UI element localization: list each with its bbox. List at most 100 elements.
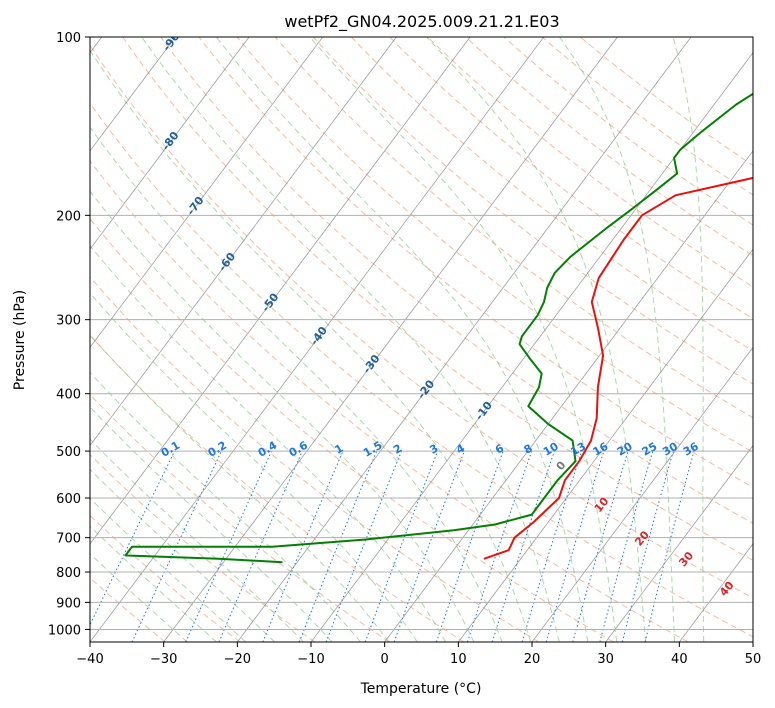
isotherm-line <box>90 37 250 250</box>
mixing-ratio-label: 0.6 <box>287 438 311 459</box>
isotherm-label: -30 <box>360 352 383 376</box>
isotherm-line <box>384 150 753 642</box>
x-axis: −40 −30 −20 −10 0 10 20 30 40 50 <box>76 642 761 667</box>
profile-series <box>124 92 753 564</box>
moist-adiabat-label: 40 <box>717 579 737 599</box>
mixing-ratio-line <box>545 450 605 642</box>
moist-adiabat <box>426 37 647 642</box>
moist-adiabat <box>90 406 333 642</box>
y-tick-label: 600 <box>56 492 81 507</box>
moist-adiabat <box>215 37 589 642</box>
x-tick-label: 40 <box>671 652 688 667</box>
isotherm-label: -40 <box>308 324 331 348</box>
isotherm-line <box>90 37 176 152</box>
mixing-ratio-label: 4 <box>454 441 467 456</box>
dry-adiabat <box>90 218 614 642</box>
moist-adiabat <box>90 292 418 642</box>
mixing-ratio-line <box>90 450 176 627</box>
dry-adiabat <box>389 37 753 320</box>
y-tick-label: 400 <box>56 388 81 403</box>
moist-adiabat <box>90 334 390 642</box>
mixing-ratio-label: 0.1 <box>159 439 182 460</box>
dry-adiabat <box>541 37 753 196</box>
mixing-ratio-line <box>621 450 674 642</box>
isotherm-label: -90 <box>160 30 183 54</box>
dry-adiabat <box>90 276 540 642</box>
mixing-ratio-line <box>572 450 629 642</box>
isotherm-line <box>163 37 618 642</box>
dry-adiabat <box>312 37 753 385</box>
reference-lines <box>90 37 753 642</box>
plot-frame <box>89 36 754 643</box>
moist-adiabat <box>90 371 361 642</box>
y-tick-label: 300 <box>56 314 81 329</box>
mixing-ratio-line <box>644 450 695 642</box>
isotherm-line <box>679 543 753 642</box>
moist-adiabat <box>90 190 475 642</box>
mixing-ratio-label: 1.5 <box>361 439 384 460</box>
dry-adiabat <box>90 102 753 638</box>
mixing-ratio-label: 6 <box>493 441 506 456</box>
dry-adiabat <box>90 393 390 642</box>
mixing-ratio-line <box>491 450 555 642</box>
isotherm-label: -100 <box>51 71 78 101</box>
moist-adiabat <box>90 126 503 642</box>
temperature-profile <box>483 176 753 560</box>
y-tick-label: 700 <box>56 532 81 547</box>
mixing-ratio-line <box>364 450 439 642</box>
dry-adiabat <box>236 37 753 453</box>
dry-adiabat <box>90 453 315 642</box>
isotherm-line <box>90 37 324 348</box>
mixing-ratio-label: 13 <box>568 440 588 459</box>
isotherm-label: -60 <box>216 250 239 274</box>
mixing-ratio-line <box>325 450 402 642</box>
moist-adiabat <box>90 525 217 642</box>
x-tick-label: 30 <box>597 652 614 667</box>
y-tick-label: 500 <box>56 445 81 460</box>
dry-adiabat <box>122 37 753 561</box>
x-tick-label: −10 <box>297 652 324 667</box>
mixing-ratio-line <box>298 450 378 642</box>
mixing-ratio-line <box>262 450 344 642</box>
isotherm-label: -50 <box>259 290 282 314</box>
isotherm-line <box>90 37 397 447</box>
mixing-ratio-line <box>218 450 303 642</box>
isotherm-line <box>237 37 692 642</box>
mixing-ratio-label: 10 <box>541 440 561 459</box>
moist-adiabat <box>90 438 304 642</box>
isotherm-label: -10 <box>473 399 496 423</box>
isotherm-line <box>90 37 471 545</box>
mixing-ratio-line <box>185 450 272 642</box>
isotherm-line <box>605 444 753 642</box>
mixing-ratio-line <box>599 450 654 642</box>
x-tick-label: 0 <box>381 652 389 667</box>
gridlines <box>90 37 753 642</box>
isotherm-line <box>752 641 753 642</box>
x-tick-label: 10 <box>450 652 467 667</box>
y-tick-label: 100 <box>56 31 81 46</box>
y-tick-label: 900 <box>56 596 81 611</box>
moist-adiabat-label: 30 <box>676 549 696 569</box>
dewpoint-profile <box>124 92 753 564</box>
mixing-ratio-label: 0.4 <box>256 438 280 459</box>
moist-adiabat <box>90 553 188 642</box>
dry-adiabat <box>579 37 753 167</box>
dry-adiabat <box>90 514 241 642</box>
x-tick-label: 20 <box>524 652 541 667</box>
dry-adiabat <box>90 160 689 642</box>
mixing-ratio-label: 0.2 <box>206 439 229 460</box>
moist-adiabat <box>90 49 532 642</box>
mixing-ratio-line <box>467 450 533 642</box>
y-tick-label: 800 <box>56 566 81 581</box>
mixing-ratio-label: 1 <box>332 442 345 457</box>
mixing-ratio-label: 2 <box>391 442 404 457</box>
x-tick-label: −40 <box>76 652 103 667</box>
isotherm-line <box>310 51 753 642</box>
mixing-ratio-label: 20 <box>615 440 635 459</box>
mixing-ratio-label: 25 <box>640 440 660 459</box>
moist-adiabat <box>141 37 560 642</box>
x-tick-label: −30 <box>150 652 177 667</box>
dry-adiabat <box>160 37 753 524</box>
y-axis: 100 200 300 400 500 600 700 800 900 1000 <box>48 31 90 638</box>
